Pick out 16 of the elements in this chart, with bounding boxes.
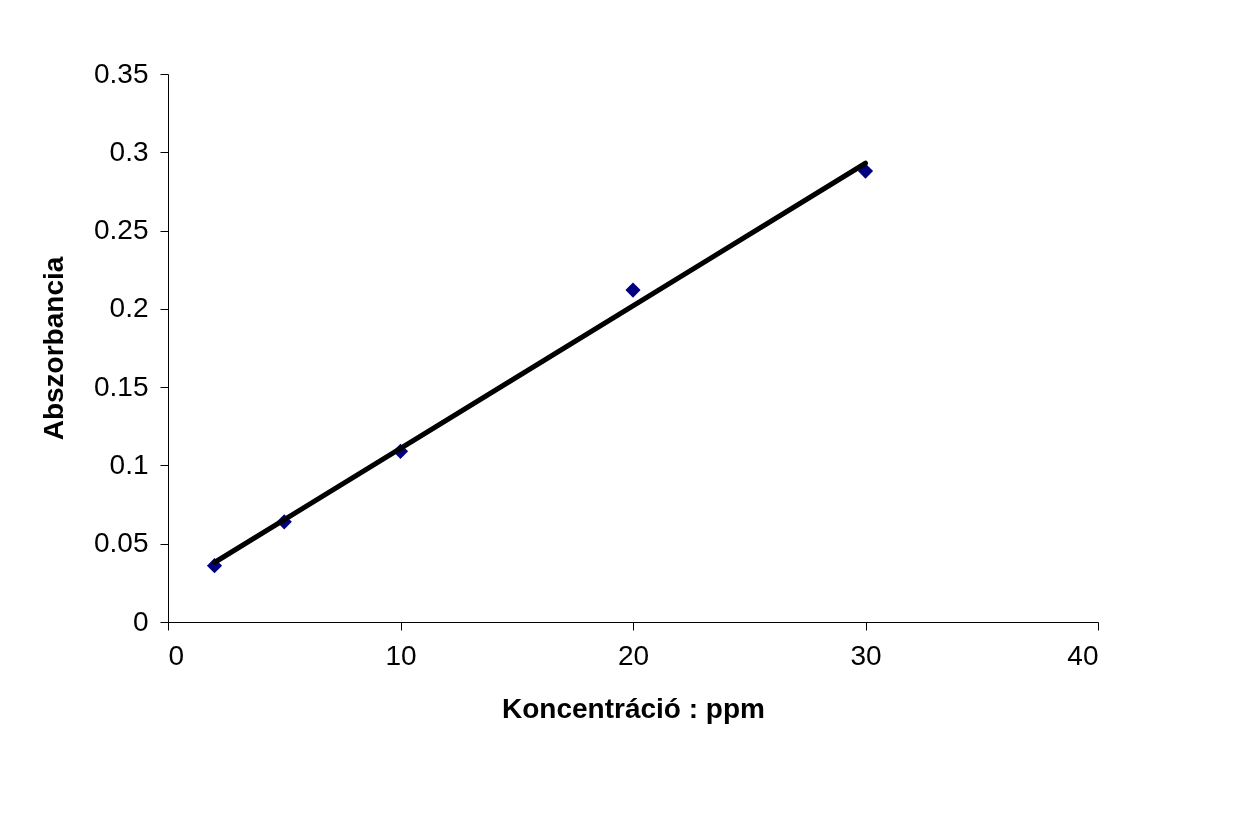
x-tick-label: 20 — [617, 639, 650, 671]
point — [625, 282, 641, 298]
y-tick-label: 0.15 — [94, 370, 149, 402]
x-tick-label: 10 — [385, 639, 417, 671]
x-axis-title: Koncentráció : ppm — [502, 692, 765, 724]
y-tick-label: 0.25 — [94, 214, 149, 246]
y-tick-label: 0.2 — [109, 292, 149, 324]
y-tick-label: 0.1 — [109, 448, 149, 480]
x-tick-label: 0 — [168, 639, 185, 671]
x-tick-label: 40 — [1067, 639, 1099, 671]
y-tick-label: 0.3 — [109, 135, 149, 167]
x-tick-label: 30 — [850, 639, 882, 671]
y-tick-label: 0.05 — [94, 527, 149, 559]
y-tick-label: 0 — [132, 605, 149, 637]
y-tick-label: 0.35 — [94, 57, 149, 89]
y-axis-title: Abszorbancia — [38, 256, 69, 441]
